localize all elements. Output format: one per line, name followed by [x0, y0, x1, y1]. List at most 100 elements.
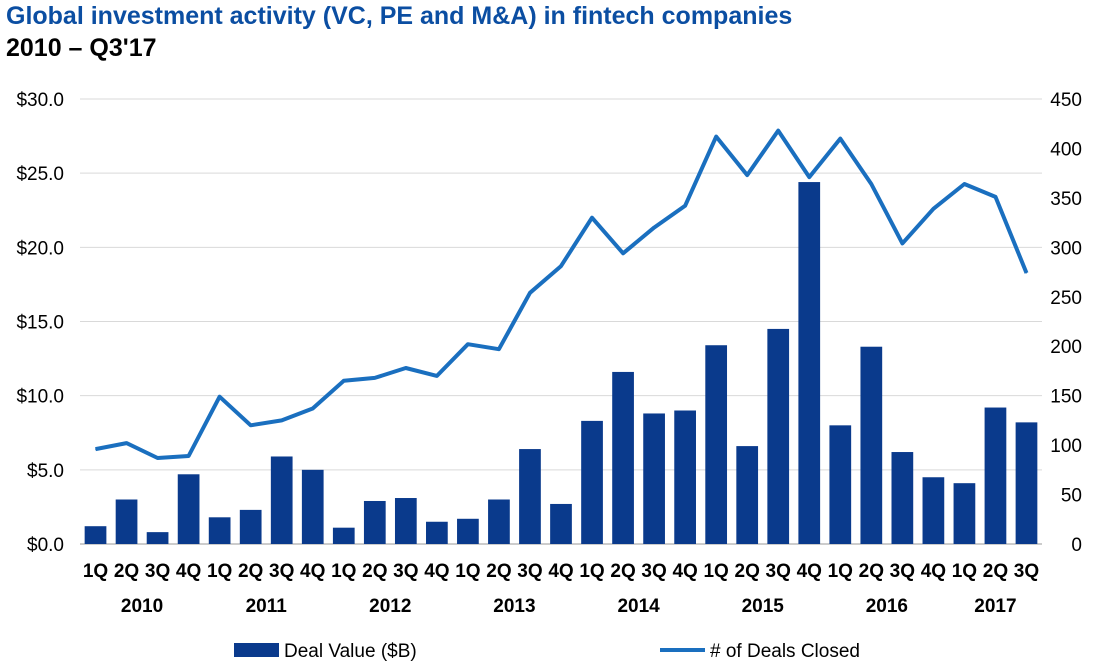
line-point: [250, 424, 252, 426]
line-point: [95, 448, 97, 450]
bar: [146, 532, 169, 544]
bar: [891, 452, 914, 544]
line-point: [591, 217, 593, 219]
category-label: 3Q: [393, 561, 418, 582]
category-label: 3Q: [890, 561, 915, 582]
line-point: [157, 457, 159, 459]
deals-closed-line: [95, 128, 1029, 460]
bar: [860, 346, 883, 544]
line-point: [715, 136, 717, 138]
category-label: 4Q: [797, 561, 822, 582]
line-point: [653, 227, 655, 229]
left-tick-label: $0.0: [27, 535, 64, 556]
bar: [953, 483, 976, 544]
bar: [394, 498, 417, 544]
line-point: [808, 176, 810, 178]
category-label: 2Q: [983, 561, 1008, 582]
category-label: 4Q: [921, 561, 946, 582]
bar: [736, 446, 759, 544]
category-label: 3Q: [1014, 561, 1039, 582]
series-line: [95, 128, 1029, 460]
line-point: [684, 205, 686, 207]
category-label: 2Q: [735, 561, 760, 582]
bar: [612, 371, 634, 544]
category-label: 1Q: [952, 561, 977, 582]
legend: Deal Value ($B) # of Deals Closed: [234, 641, 860, 662]
bar: [643, 413, 665, 544]
bar: [984, 407, 1007, 544]
line-point: [746, 174, 748, 176]
line-point: [901, 242, 903, 244]
year-label: 2014: [617, 596, 660, 617]
right-tick-label: 300: [1050, 238, 1082, 259]
year-label: 2012: [369, 596, 411, 617]
category-label: 3Q: [766, 561, 791, 582]
legend-label-deals-closed: # of Deals Closed: [710, 641, 860, 662]
bar: [115, 499, 138, 544]
bar: [767, 328, 790, 544]
right-axis-ticks: 0 50 100 150 200 250 300 350 400 450: [1050, 90, 1082, 556]
year-label: 2017: [974, 596, 1016, 617]
line-point: [188, 455, 190, 457]
line-point: [622, 252, 624, 254]
left-tick-label: $5.0: [27, 461, 64, 482]
bar: [1015, 422, 1038, 544]
category-label: 2Q: [859, 561, 884, 582]
right-tick-label: 200: [1050, 337, 1082, 358]
left-tick-label: $30.0: [16, 90, 64, 111]
category-label: 2Q: [114, 561, 139, 582]
bar: [550, 503, 572, 544]
line-point: [777, 130, 779, 132]
left-tick-label: $25.0: [16, 164, 64, 185]
category-label: 4Q: [424, 561, 449, 582]
left-axis-ticks: $0.0 $5.0 $10.0 $15.0 $20.0 $25.0 $30.0: [16, 90, 64, 556]
line-point: [963, 183, 965, 185]
line-point: [560, 265, 562, 267]
right-tick-label: 450: [1050, 90, 1082, 111]
bar: [674, 410, 696, 544]
bar: [922, 477, 945, 544]
category-label: 1Q: [579, 561, 604, 582]
bar: [798, 182, 821, 545]
bar: [208, 517, 231, 544]
bar: [705, 345, 728, 544]
bar: [84, 526, 107, 544]
category-label: 3Q: [641, 561, 666, 582]
category-label: 2Q: [238, 561, 263, 582]
line-point: [281, 419, 283, 421]
chart-subtitle: 2010 – Q3'17: [6, 34, 157, 62]
line-point: [870, 183, 872, 185]
year-label: 2016: [866, 596, 908, 617]
right-tick-label: 50: [1061, 486, 1082, 507]
bar: [488, 499, 510, 544]
bar: [270, 456, 293, 544]
right-tick-label: 150: [1050, 387, 1082, 408]
line-point: [839, 138, 841, 140]
bar: [332, 527, 355, 544]
bar: [177, 474, 200, 544]
bar: [301, 469, 324, 544]
line-point: [498, 348, 500, 350]
category-label: 1Q: [83, 561, 108, 582]
left-tick-label: $20.0: [16, 238, 64, 259]
category-label: 4Q: [300, 561, 325, 582]
deal-value-bars: [84, 182, 1038, 545]
chart-title: Global investment activity (VC, PE and M…: [6, 2, 793, 30]
line-point: [219, 396, 221, 398]
line-point: [374, 377, 376, 379]
bar: [239, 509, 262, 544]
category-label: 1Q: [703, 561, 728, 582]
bar: [457, 518, 479, 544]
category-label: 3Q: [145, 561, 170, 582]
line-point: [436, 375, 438, 377]
category-label: 2Q: [486, 561, 511, 582]
left-tick-label: $15.0: [16, 313, 64, 334]
category-label: 2Q: [610, 561, 635, 582]
line-point: [126, 442, 128, 444]
legend-label-deal-value: Deal Value ($B): [284, 641, 417, 662]
category-label: 1Q: [207, 561, 232, 582]
category-label: 4Q: [672, 561, 697, 582]
category-label: 1Q: [331, 561, 356, 582]
right-tick-label: 250: [1050, 288, 1082, 309]
category-label: 1Q: [828, 561, 853, 582]
